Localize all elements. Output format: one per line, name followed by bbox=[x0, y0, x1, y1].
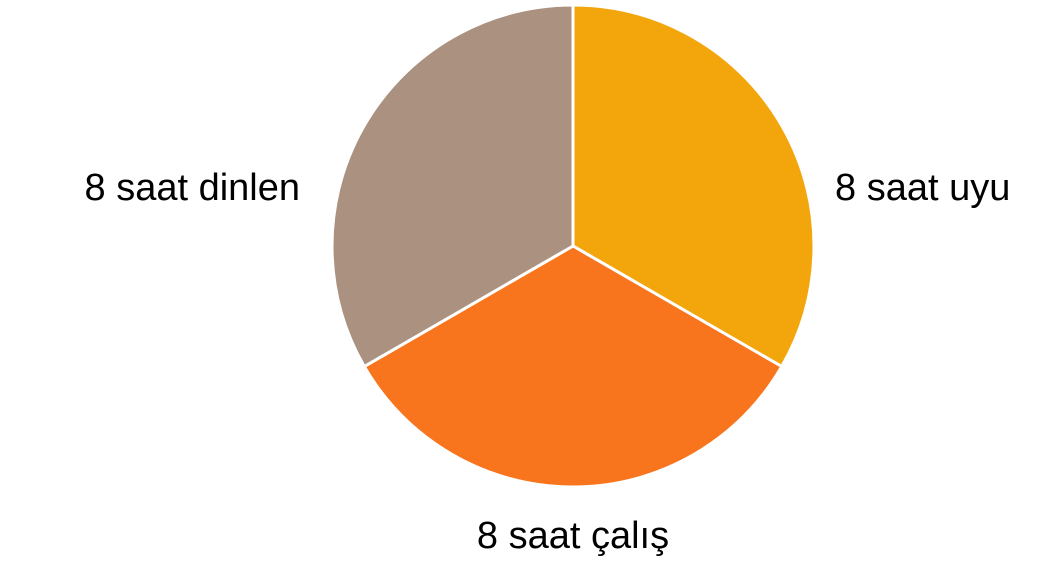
pie-slice-3 bbox=[330, 3, 575, 368]
pie-slice-2 bbox=[362, 244, 784, 489]
pie-slice-label-2: 8 saat çalış bbox=[477, 515, 669, 556]
pie-slice-1 bbox=[571, 3, 816, 368]
pie-slice-label-1: 8 saat uyu bbox=[835, 167, 1010, 209]
pie-slice-label-3: 8 saat dinlen bbox=[85, 167, 301, 209]
